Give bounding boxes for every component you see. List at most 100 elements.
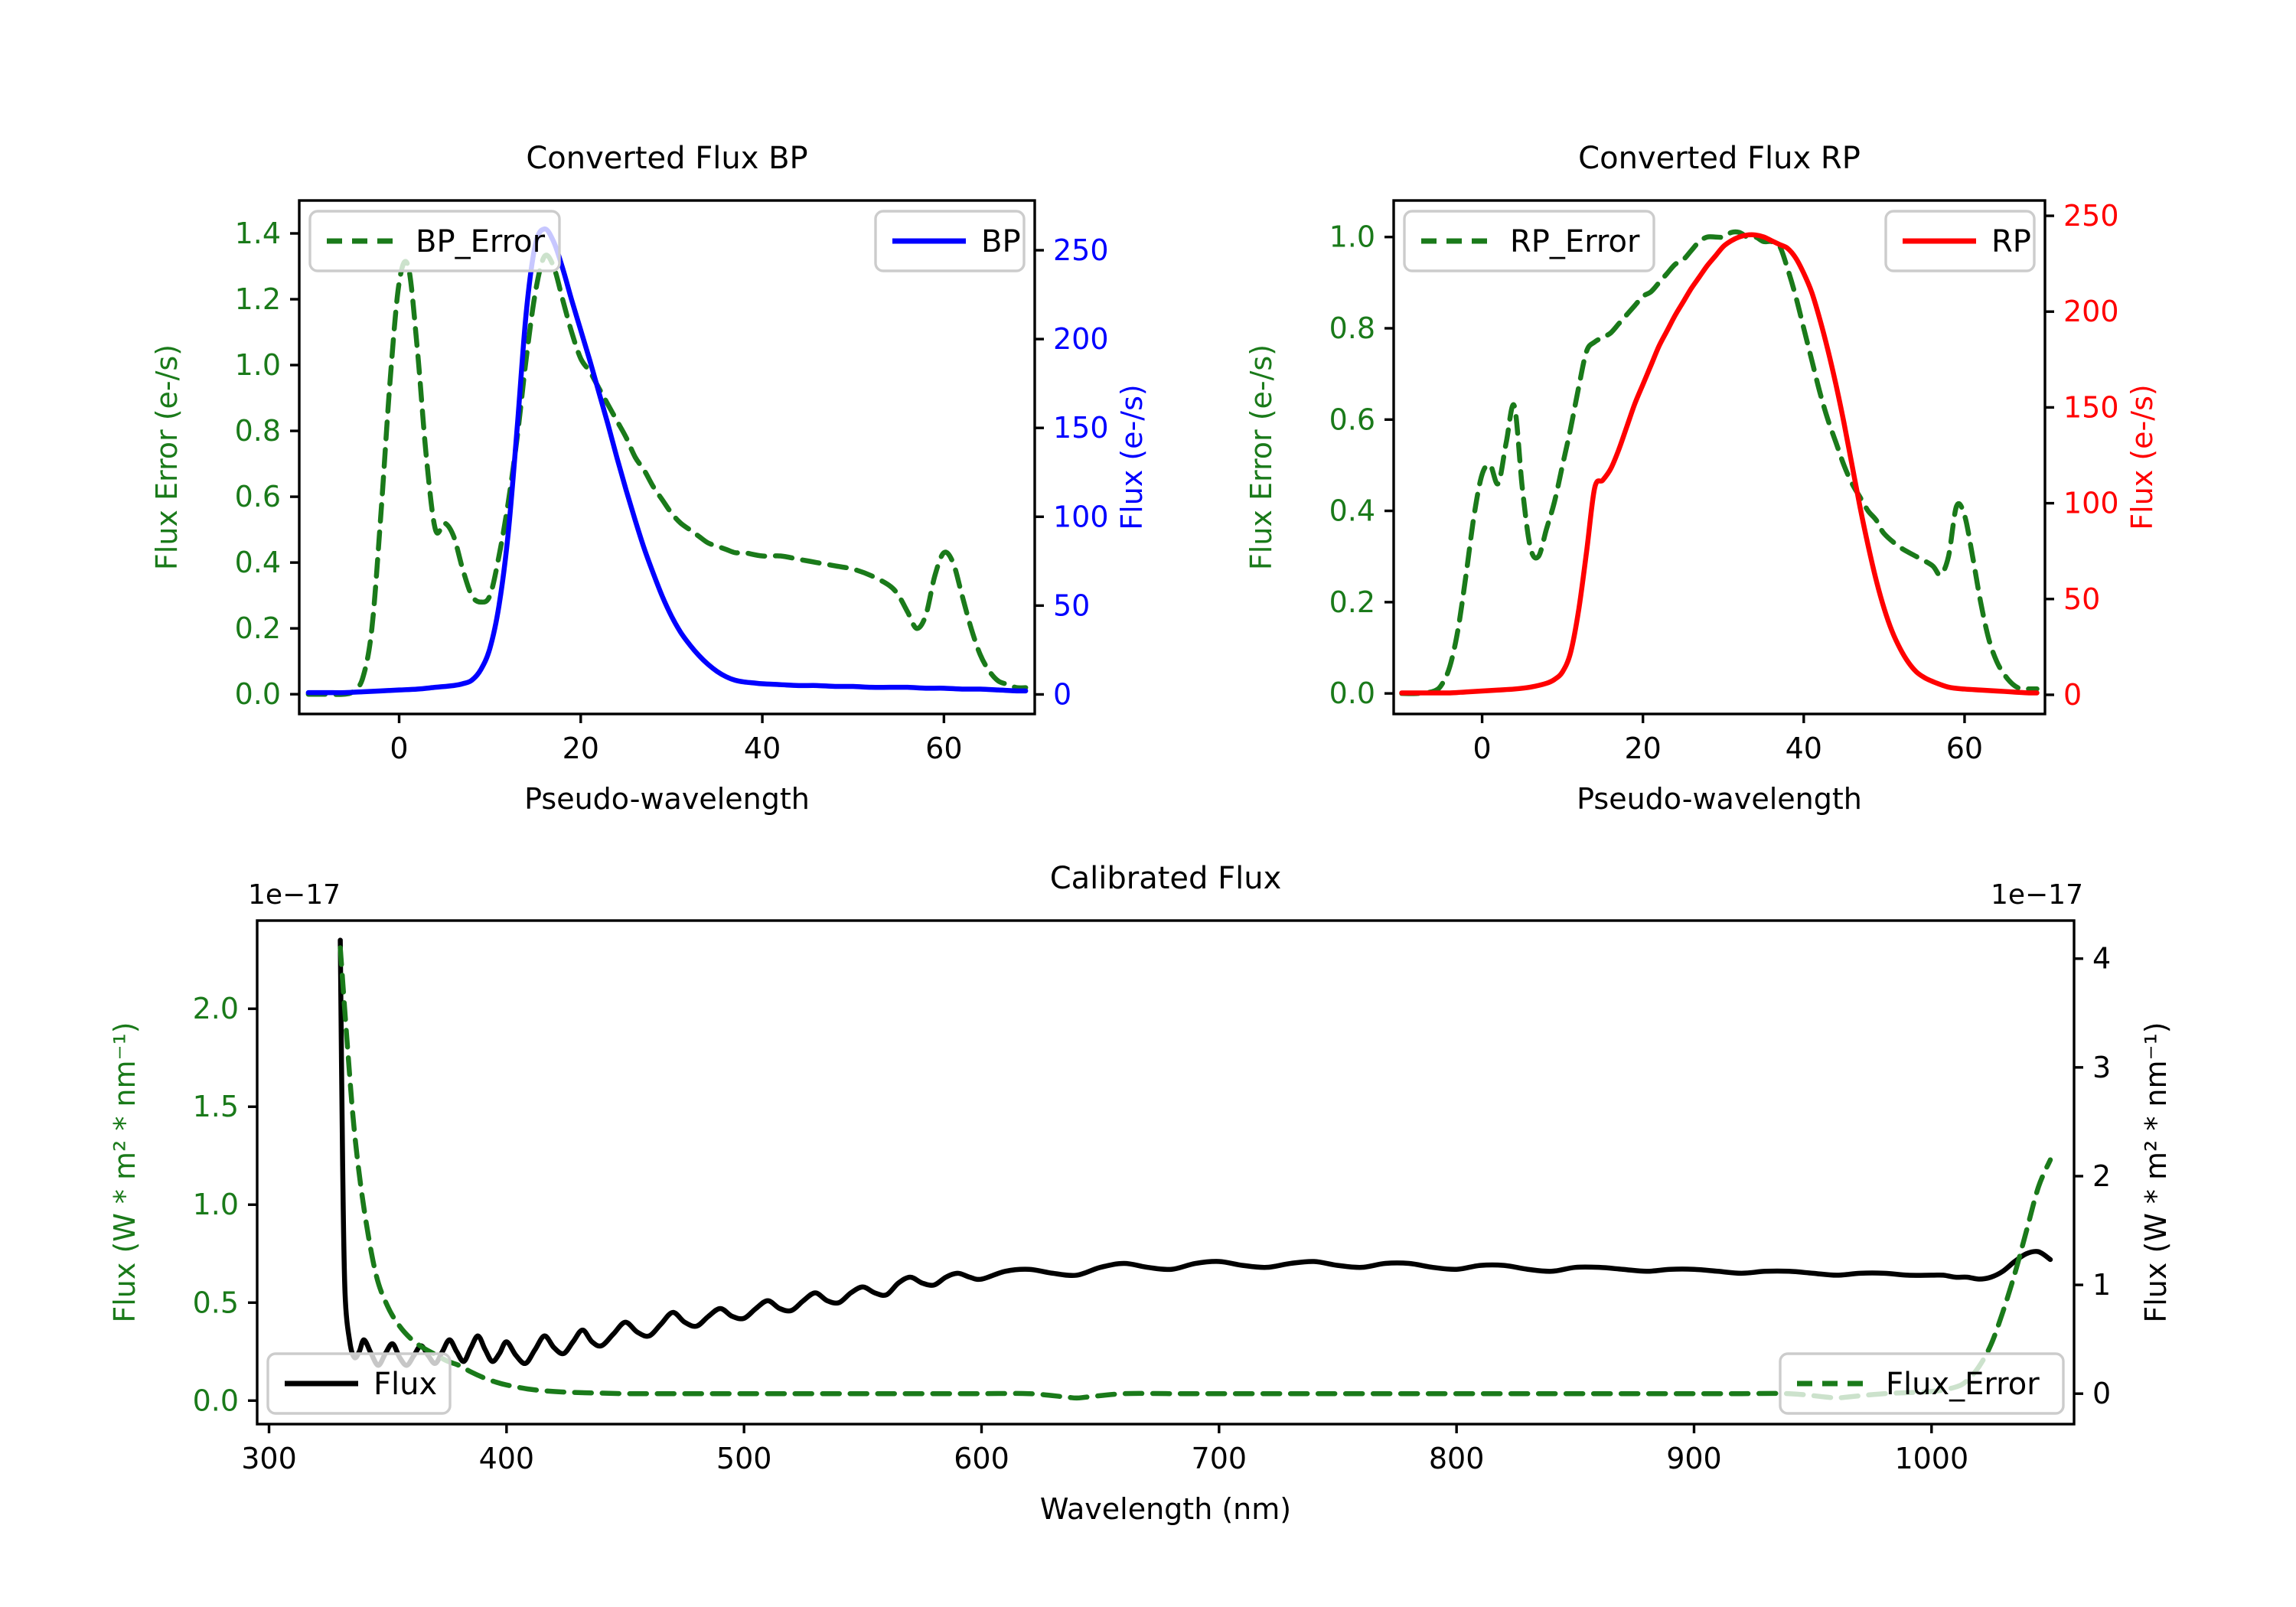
y-tick-label-left: 1.0 xyxy=(235,348,281,382)
y-tick-label-left: 1.0 xyxy=(193,1188,239,1221)
x-tick-label: 40 xyxy=(1786,732,1822,765)
x-tick-label: 20 xyxy=(563,732,599,765)
y-tick-label-right: 0 xyxy=(2063,678,2082,712)
y-axis-right: 0 50 100 150 200 250 Flux (e-/s) xyxy=(1035,233,1149,711)
x-tick-label: 60 xyxy=(925,732,962,765)
x-axis-label: Pseudo-wavelength xyxy=(524,782,810,816)
y-tick-label-right: 150 xyxy=(1053,411,1109,445)
y-tick-label-left: 0.6 xyxy=(1329,403,1375,436)
y-tick-label-right: 150 xyxy=(2063,390,2119,424)
axes-frame xyxy=(1392,199,2047,715)
y-tick-label-right: 4 xyxy=(2092,942,2111,976)
y-offset-text-right: 1e−17 xyxy=(1991,879,2083,911)
y-tick-label-left: 0.5 xyxy=(193,1286,239,1319)
y-axis-left: 0.0 0.5 1.0 1.5 2.0 Flux (W * m² * nm⁻¹) xyxy=(108,992,257,1417)
chart-title: Converted Flux BP xyxy=(526,141,807,176)
y-tick-label-left: 0.0 xyxy=(1329,676,1375,710)
x-tick-label: 300 xyxy=(241,1442,297,1475)
plot-area xyxy=(305,226,1029,697)
x-tick-label: 40 xyxy=(744,732,781,765)
y-tick-label-right: 200 xyxy=(2063,295,2119,328)
y-tick-label-right: 50 xyxy=(2063,582,2100,616)
y-tick-label-left: 0.4 xyxy=(1329,494,1375,528)
y-tick-label-left: 0.0 xyxy=(193,1384,239,1417)
x-axis-label: Pseudo-wavelength xyxy=(1577,782,1862,816)
plot-area xyxy=(1399,229,2040,696)
legend-bp[interactable]: BP xyxy=(874,210,1026,272)
series-bp xyxy=(305,226,1029,696)
y-axis-left: 0.0 0.2 0.4 0.6 0.8 1.0 Flux Error (e-/s) xyxy=(1244,220,1394,710)
legend-rp-error[interactable]: RP_Error xyxy=(1403,210,1655,272)
y-axis-right: 0 50 100 150 200 250 Flux (e-/s) xyxy=(2045,199,2159,712)
legend-flux[interactable]: Flux xyxy=(266,1352,452,1415)
series-flux-error xyxy=(338,945,2053,1401)
y-axis-label-left: Flux Error (e-/s) xyxy=(150,344,184,570)
legend-label: RP_Error xyxy=(1510,224,1640,259)
y-tick-label-left: 0.6 xyxy=(235,480,281,513)
legend-label: BP_Error xyxy=(416,224,546,259)
legend-flux-error[interactable]: Flux_Error xyxy=(1779,1352,2065,1415)
series-bp-error xyxy=(305,253,1029,697)
x-tick-label: 60 xyxy=(1946,732,1983,765)
y-axis-label-right: Flux (e-/s) xyxy=(2125,384,2159,530)
y-tick-label-right: 1 xyxy=(2092,1268,2111,1302)
y-tick-label-left: 1.2 xyxy=(235,282,281,316)
y-axis-left: 0.0 0.2 0.4 0.6 0.8 1.0 1.2 1.4 Flux Error (e-/s… xyxy=(150,217,299,711)
chart-title: Converted Flux RP xyxy=(1578,141,1861,176)
y-tick-label-right: 3 xyxy=(2092,1051,2111,1084)
series-rp-error xyxy=(1399,229,2040,696)
x-tick-label: 1000 xyxy=(1894,1442,1968,1475)
y-axis-label-left: Flux Error (e-/s) xyxy=(1244,344,1278,570)
y-tick-label-right: 50 xyxy=(1053,588,1090,622)
chart-title: Calibrated Flux xyxy=(1050,861,1282,896)
legend-rp[interactable]: RP xyxy=(1884,210,2036,272)
x-axis-label: Wavelength (nm) xyxy=(1040,1492,1291,1526)
series-rp xyxy=(1399,232,2040,696)
legend-label: Flux xyxy=(373,1367,437,1402)
y-axis-right: 0 1 2 3 4 Flux (W * m² * nm⁻¹) xyxy=(2074,942,2173,1410)
legend-bp-error[interactable]: BP_Error xyxy=(308,210,561,272)
x-axis: 300 400 500 600 700 800 900 1000 Wavelength (nm) xyxy=(241,1424,1968,1526)
axes-frame xyxy=(298,199,1036,715)
y-tick-label-left: 1.0 xyxy=(1329,220,1375,254)
x-tick-label: 600 xyxy=(954,1442,1009,1475)
x-tick-label: 900 xyxy=(1666,1442,1722,1475)
x-tick-label: 20 xyxy=(1625,732,1662,765)
y-tick-label-right: 100 xyxy=(2063,487,2119,520)
x-tick-label: 500 xyxy=(716,1442,772,1475)
y-tick-label-left: 0.2 xyxy=(235,611,281,645)
y-tick-label-left: 0.2 xyxy=(1329,585,1375,619)
series-flux xyxy=(338,937,2053,1368)
y-axis-label-right: Flux (W * m² * nm⁻¹) xyxy=(2139,1022,2173,1322)
x-tick-label: 0 xyxy=(1473,732,1491,765)
y-tick-label-left: 0.0 xyxy=(235,677,281,711)
x-tick-label: 0 xyxy=(390,732,408,765)
y-axis-label-left: Flux (W * m² * nm⁻¹) xyxy=(108,1022,142,1322)
y-axis-label-right: Flux (e-/s) xyxy=(1115,384,1149,530)
y-tick-label-left: 0.8 xyxy=(1329,311,1375,345)
x-tick-label: 800 xyxy=(1429,1442,1485,1475)
y-tick-label-right: 250 xyxy=(1053,233,1109,267)
x-axis: 0 20 40 60 Pseudo-wavelength xyxy=(1473,714,1983,816)
y-tick-label-right: 250 xyxy=(2063,199,2119,233)
x-axis: 0 20 40 60 Pseudo-wavelength xyxy=(390,714,963,816)
y-tick-label-right: 0 xyxy=(1053,677,1071,711)
plot-area xyxy=(338,937,2053,1401)
y-tick-label-left: 1.5 xyxy=(193,1090,239,1123)
x-tick-label: 400 xyxy=(479,1442,535,1475)
legend-label: RP xyxy=(1991,224,2031,259)
legend-label: BP xyxy=(981,224,1021,259)
y-tick-label-left: 2.0 xyxy=(193,992,239,1025)
axes-frame xyxy=(256,919,2076,1426)
y-tick-label-right: 200 xyxy=(1053,322,1109,356)
y-tick-label-left: 0.8 xyxy=(235,414,281,448)
y-tick-label-right: 2 xyxy=(2092,1159,2111,1193)
y-offset-text-left: 1e−17 xyxy=(248,879,341,911)
legend-label: Flux_Error xyxy=(1886,1367,2040,1402)
x-tick-label: 700 xyxy=(1192,1442,1247,1475)
y-tick-label-right: 0 xyxy=(2092,1377,2111,1410)
